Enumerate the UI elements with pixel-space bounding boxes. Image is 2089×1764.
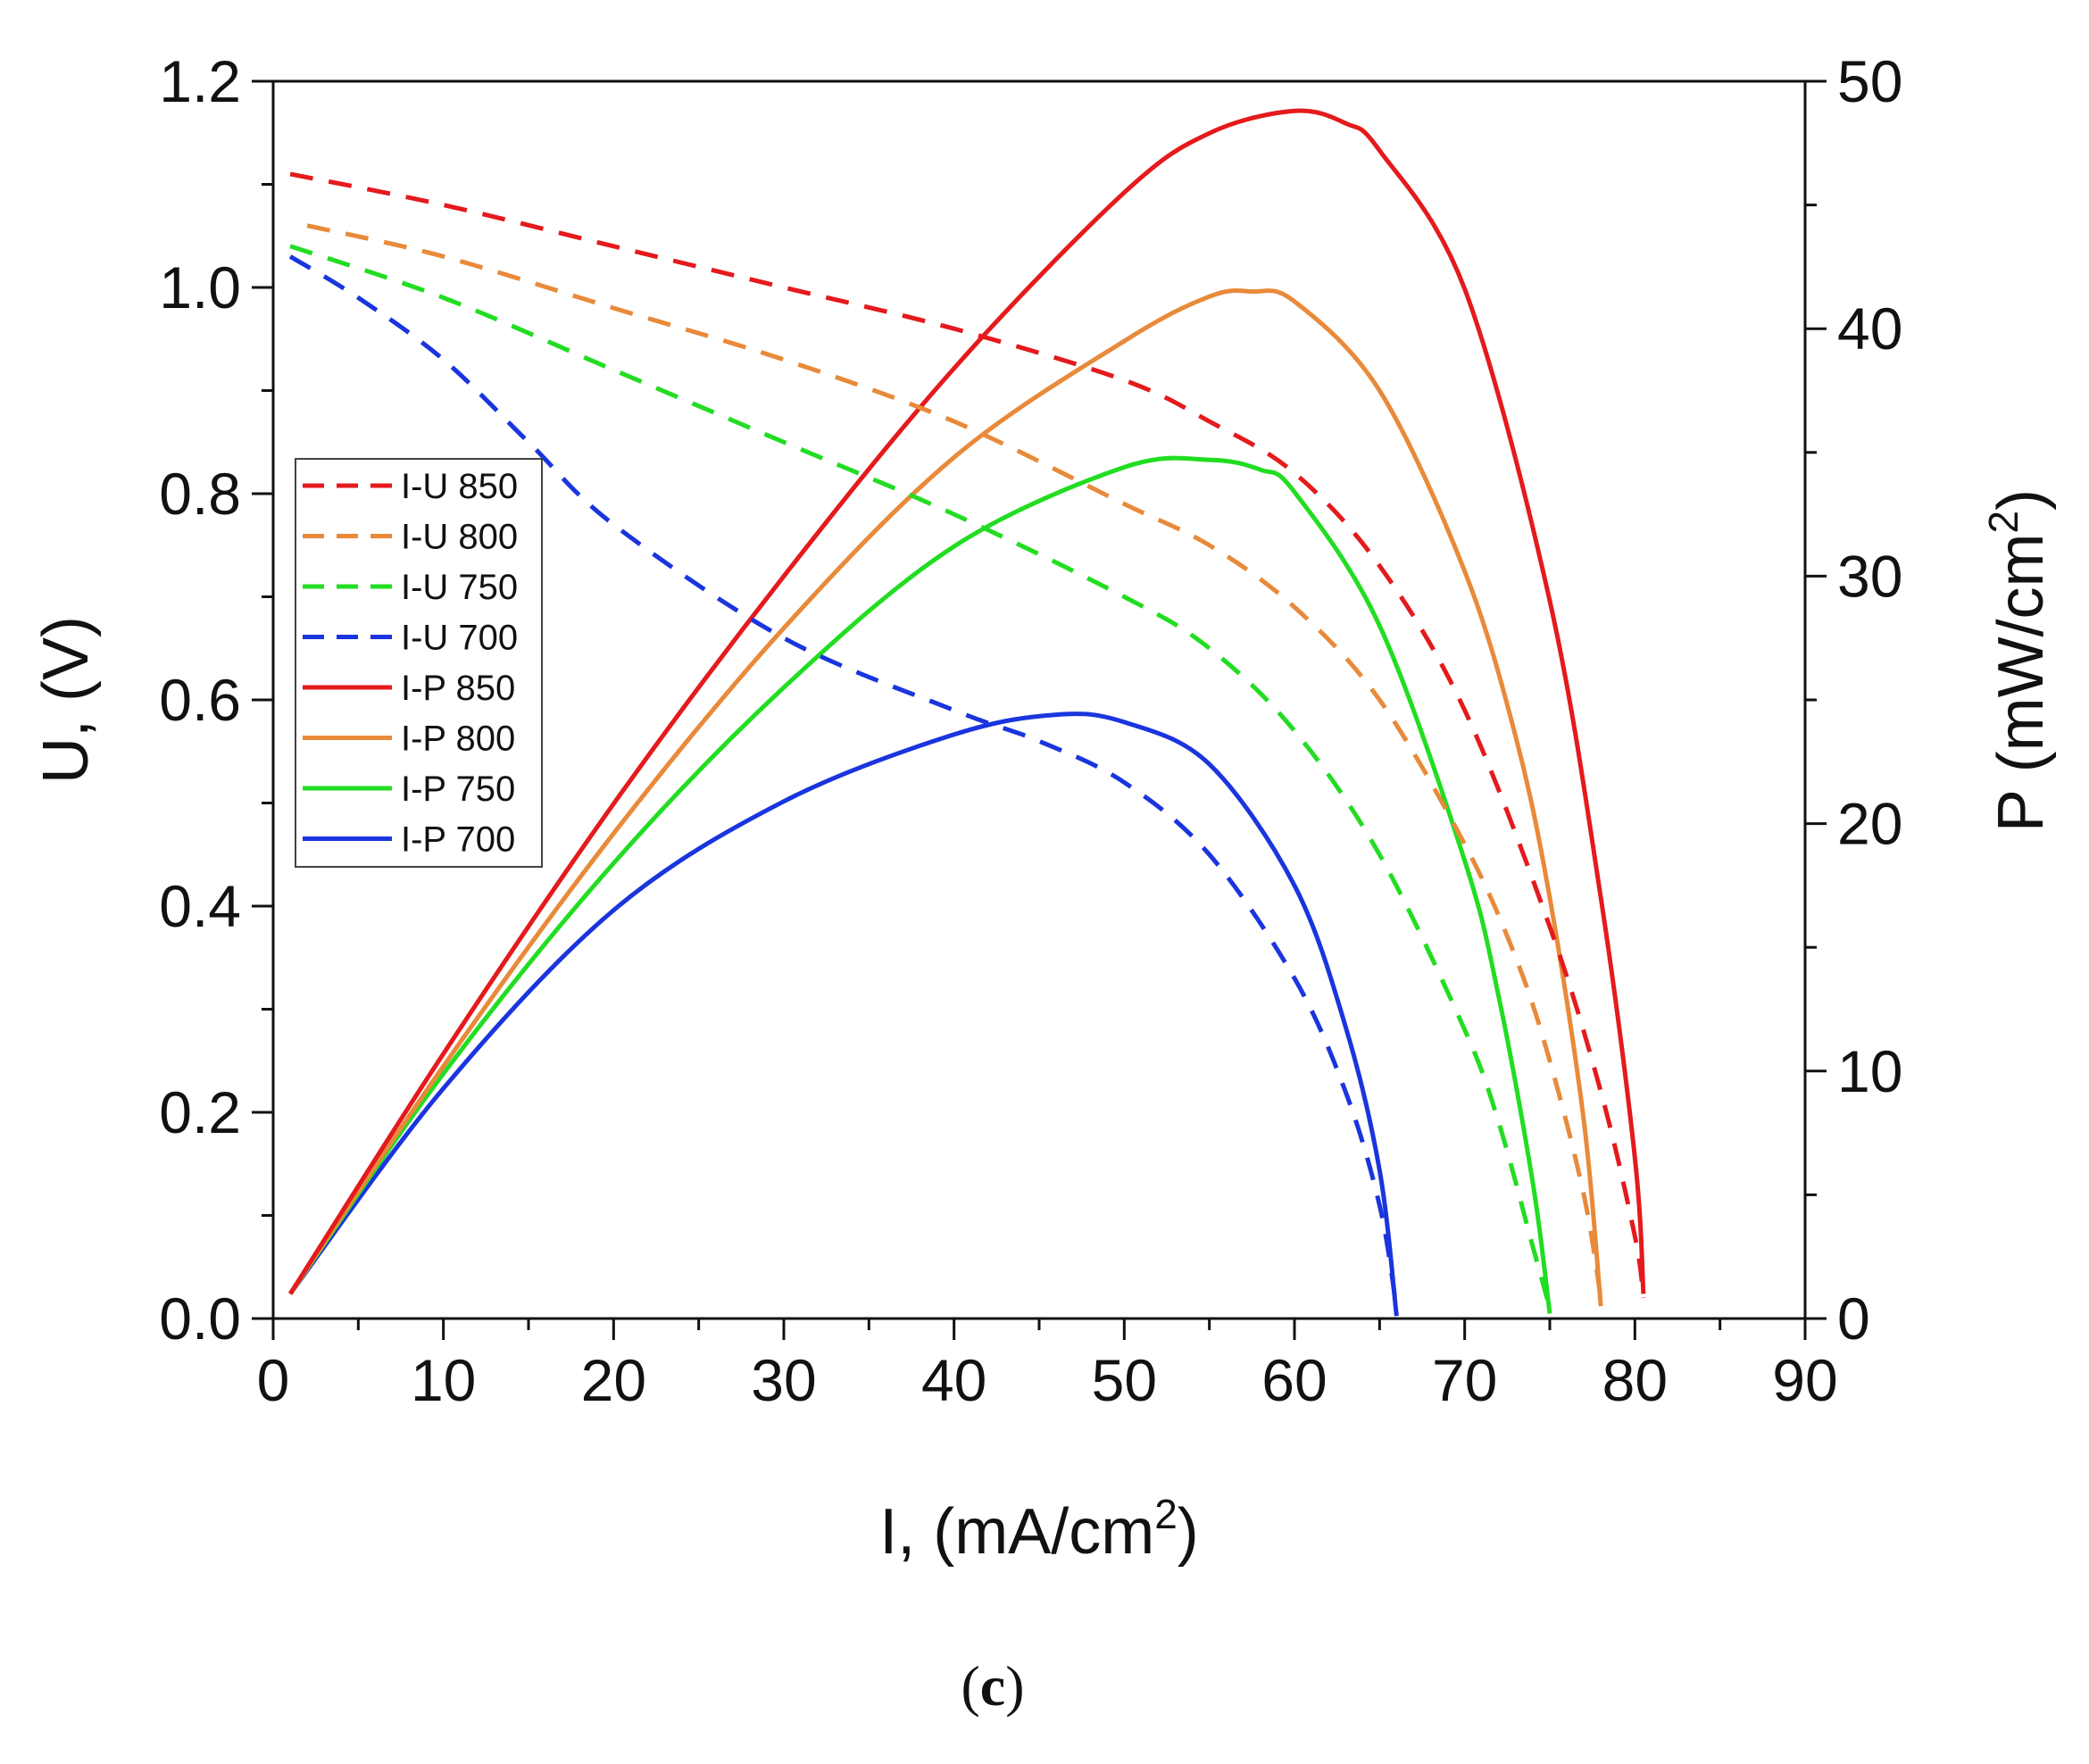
legend-label: I-U 750: [401, 568, 518, 607]
x-tick-label: 70: [1432, 1347, 1497, 1413]
y-right-tick-label: 20: [1837, 791, 1902, 857]
series-line-i-u-700: [288, 254, 1399, 1309]
x-axis-title-superscript: 2: [1154, 1491, 1178, 1537]
y-left-tick-label: 1.0: [159, 254, 241, 320]
panel-label: (c): [961, 1654, 1024, 1718]
series-line-i-p-700: [288, 711, 1399, 1317]
legend-label: I-U 700: [401, 619, 518, 658]
legend-label: I-U 800: [401, 518, 518, 557]
y-left-tick-label: 1.2: [159, 48, 241, 114]
legend-item: I-U 800: [303, 518, 518, 557]
series-line-i-u-750: [289, 244, 1552, 1310]
y-left-tick-label: 0.8: [159, 461, 241, 527]
x-axis-title: I, (mA/cm2): [879, 1491, 1199, 1568]
x-tick-label: 0: [257, 1347, 290, 1413]
series-line-i-u-850: [289, 171, 1646, 1299]
x-tick-label: 30: [751, 1347, 816, 1413]
legend: I-U 850 I-U 800 I-U 750 I-U 700 I-P 850 I-P 8…: [295, 458, 543, 868]
series-line-i-u-800: [306, 223, 1603, 1299]
y-left-tick-label: 0.2: [159, 1079, 241, 1145]
legend-box: [295, 458, 543, 868]
y-right-tick-label: 30: [1837, 543, 1902, 609]
legend-label: I-P 800: [401, 720, 515, 759]
y-left-tick-label: 0.4: [159, 873, 241, 939]
legend-item: I-U 850: [303, 467, 518, 506]
x-tick-label: 20: [581, 1347, 646, 1413]
y-right-axis: 0 10 20 30 40 50: [1805, 48, 1902, 1352]
legend-item: I-P 700: [303, 820, 515, 860]
x-tick-label: 40: [921, 1347, 986, 1413]
legend-item: I-P 800: [303, 720, 515, 759]
x-tick-label: 90: [1772, 1347, 1837, 1413]
y-left-axis: 0.0 0.2 0.4 0.6 0.8 1.0 1.2: [159, 48, 273, 1352]
legend-item: I-U 750: [303, 568, 518, 607]
y-right-tick-label: 50: [1837, 48, 1902, 114]
y-right-axis-title-superscript: 2: [1980, 511, 2027, 534]
legend-label: I-P 750: [401, 770, 515, 809]
y-left-tick-label: 0.0: [159, 1286, 241, 1352]
legend-item: I-U 700: [303, 619, 518, 658]
series-line-i-p-800: [288, 288, 1603, 1307]
plot-curves: [287, 108, 1646, 1317]
series-line-i-p-750: [288, 455, 1552, 1314]
y-right-axis-title: P (mW/cm2): [1980, 489, 2057, 832]
legend-label: I-P 700: [401, 820, 515, 860]
x-tick-label: 60: [1261, 1347, 1327, 1413]
y-right-tick-label: 40: [1837, 295, 1902, 362]
series-line-i-p-850: [287, 108, 1646, 1295]
legend-label: I-U 850: [401, 467, 518, 506]
y-left-tick-label: 0.6: [159, 667, 241, 733]
y-left-axis-title: U, (V): [30, 616, 102, 784]
legend-label: I-P 850: [401, 669, 515, 708]
x-tick-label: 50: [1092, 1347, 1157, 1413]
y-right-tick-label: 10: [1837, 1038, 1902, 1104]
x-tick-label: 80: [1602, 1347, 1668, 1413]
x-tick-label: 10: [411, 1347, 476, 1413]
y-right-tick-label: 0: [1837, 1286, 1870, 1352]
legend-item: I-P 750: [303, 770, 515, 809]
legend-item: I-P 850: [303, 669, 515, 708]
x-axis: 0 10 20 30 40 50 60 70 80 90: [257, 1319, 1838, 1413]
panel-label-letter: c: [980, 1654, 1005, 1718]
